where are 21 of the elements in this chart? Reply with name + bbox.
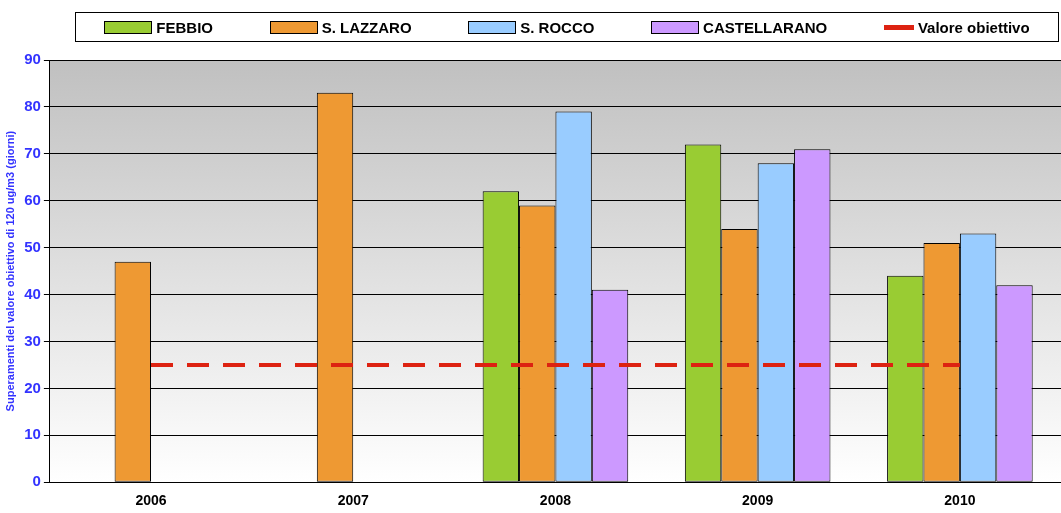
x-tick-label: 2010: [944, 492, 976, 509]
y-tick-label: 80: [24, 97, 41, 115]
x-tick-label: 2006: [135, 492, 167, 509]
y-tick-label: 10: [24, 425, 41, 443]
legend-label: S. ROCCO: [520, 18, 595, 36]
y-tick-label: 70: [24, 143, 41, 161]
y-axis-title: Superamenti del valore obiettivo di 120 ug/m3 (giorni): [3, 130, 16, 412]
y-tick-label: 90: [24, 50, 41, 68]
legend-label: FEBBIO: [156, 18, 213, 36]
y-tick-label: 30: [24, 331, 41, 349]
y-tick-label: 60: [24, 190, 41, 208]
legend-label: CASTELLARANO: [703, 18, 828, 36]
legend-label: Valore obiettivo: [917, 18, 1030, 36]
x-tick-label: 2008: [539, 492, 572, 509]
y-tick-label: 50: [24, 237, 41, 255]
legend-label: S. LAZZARO: [321, 18, 412, 36]
x-tick-label: 2007: [337, 492, 369, 509]
x-tick-label: 2009: [742, 492, 774, 509]
y-tick-label: 20: [24, 378, 41, 396]
y-tick-label: 40: [24, 284, 41, 302]
y-tick-label: 0: [32, 472, 41, 490]
